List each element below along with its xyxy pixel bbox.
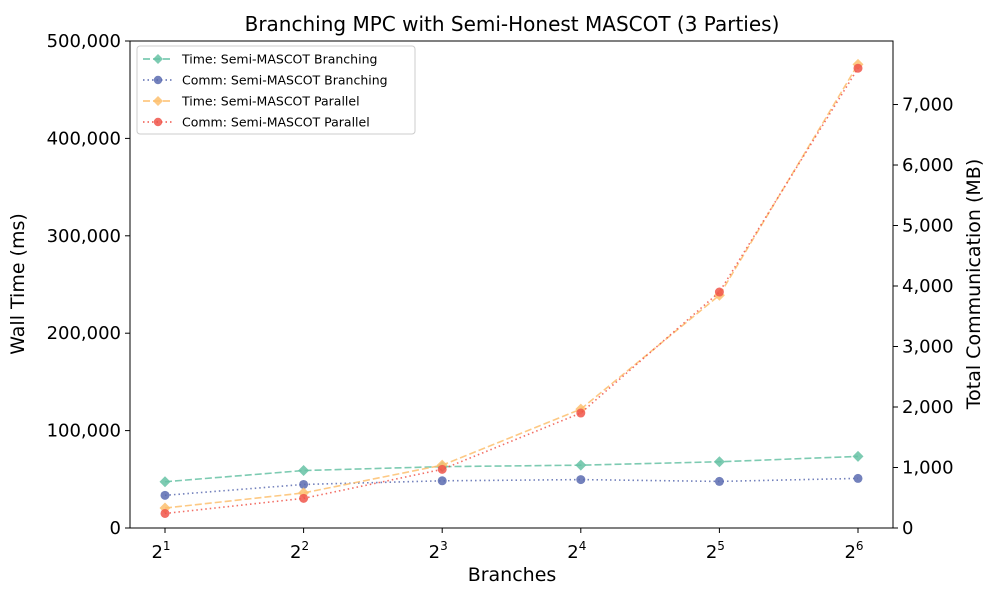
data-point: [299, 493, 309, 503]
x-tick-exponent: 5: [717, 539, 725, 553]
data-point: [852, 450, 864, 462]
legend-item: Time: Semi-MASCOT Branching: [143, 52, 377, 67]
plot-frame: [129, 40, 894, 529]
y-right-tick-label: 6,000: [902, 155, 954, 176]
data-point: [714, 287, 724, 297]
y-right-tick-label: 0: [902, 518, 913, 539]
series-line: [164, 63, 859, 509]
data-point: [714, 476, 724, 486]
data-point: [160, 508, 170, 518]
legend-marker: [153, 54, 163, 64]
x-tick-label: 25: [706, 539, 725, 563]
y-left-tick-label: 500,000: [47, 31, 121, 52]
data-point: [159, 502, 171, 514]
y-axis-right-label: Total Communication (MB): [963, 159, 985, 410]
x-tick-label: 23: [429, 539, 448, 563]
data-point: [437, 476, 447, 486]
series-line: [164, 477, 859, 497]
data-point: [853, 473, 863, 483]
y-left-tick-label: 200,000: [47, 323, 121, 344]
chart-title: Branching MPC with Semi-Honest MASCOT (3…: [245, 12, 780, 36]
x-tick-base: 2: [151, 542, 162, 563]
y-right-tick-label: 4,000: [902, 276, 954, 297]
x-tick-label: 22: [290, 539, 309, 563]
x-tick-base: 2: [429, 542, 440, 563]
legend-label: Comm: Semi-MASCOT Parallel: [182, 115, 370, 130]
x-axis-label: Branches: [468, 564, 557, 586]
y-left-tick-label: 100,000: [47, 421, 121, 442]
plot-area: [159, 58, 864, 518]
x-tick-label: 24: [567, 539, 586, 563]
data-point: [575, 459, 587, 471]
legend-marker: [153, 96, 163, 106]
legend: Time: Semi-MASCOT Branching Comm: Semi-MA…: [136, 45, 416, 135]
y-right-tick-label: 7,000: [902, 95, 954, 116]
legend-label: Time: Semi-MASCOT Parallel: [181, 94, 360, 109]
y-right-tick-label: 5,000: [902, 216, 954, 237]
series-line: [164, 455, 859, 483]
y-left-tick-label: 0: [110, 518, 121, 539]
x-tick-exponent: 1: [163, 539, 171, 553]
x-axis: 21 22 23 24 25 26: [151, 528, 864, 563]
data-point: [853, 63, 863, 73]
data-point: [713, 456, 725, 468]
series-line: [164, 67, 859, 515]
legend-item: Comm: Semi-MASCOT Parallel: [143, 115, 370, 130]
legend-label: Time: Semi-MASCOT Branching: [181, 52, 377, 67]
y-right-tick-label: 1,000: [902, 458, 954, 479]
x-tick-exponent: 3: [440, 539, 448, 553]
y-axis-right: 0 1,000 2,000 3,000 4,000 5,000 6,000 7,000: [893, 95, 954, 539]
series-4: [160, 63, 863, 518]
y-axis-left: 0 100,000 200,000 300,000 400,000 500,000: [47, 31, 130, 539]
data-point: [298, 465, 310, 477]
legend-box: [136, 45, 416, 135]
legend-marker: [153, 117, 163, 127]
x-tick-base: 2: [706, 542, 717, 563]
y-left-tick-label: 400,000: [47, 128, 121, 149]
x-tick-base: 2: [567, 542, 578, 563]
legend-item: Comm: Semi-MASCOT Branching: [143, 73, 388, 88]
legend-item: Time: Semi-MASCOT Parallel: [143, 94, 360, 109]
series-1: [159, 450, 864, 488]
y-right-tick-label: 2,000: [902, 397, 954, 418]
series-2: [160, 473, 863, 500]
x-tick-label: 26: [844, 539, 863, 563]
y-right-tick-label: 3,000: [902, 337, 954, 358]
y-axis-left-label: Wall Time (ms): [7, 213, 29, 355]
x-tick-base: 2: [844, 542, 855, 563]
legend-marker: [153, 75, 163, 85]
legend-label: Comm: Semi-MASCOT Branching: [182, 73, 388, 88]
data-point: [576, 408, 586, 418]
data-point: [299, 479, 309, 489]
data-point: [159, 476, 171, 488]
data-point: [437, 464, 447, 474]
x-tick-exponent: 2: [302, 539, 310, 553]
data-point: [576, 475, 586, 485]
x-tick-exponent: 4: [579, 539, 587, 553]
x-tick-base: 2: [290, 542, 301, 563]
y-left-tick-label: 300,000: [47, 226, 121, 247]
x-tick-exponent: 6: [856, 539, 864, 553]
data-point: [160, 490, 170, 500]
x-tick-label: 21: [151, 539, 170, 563]
